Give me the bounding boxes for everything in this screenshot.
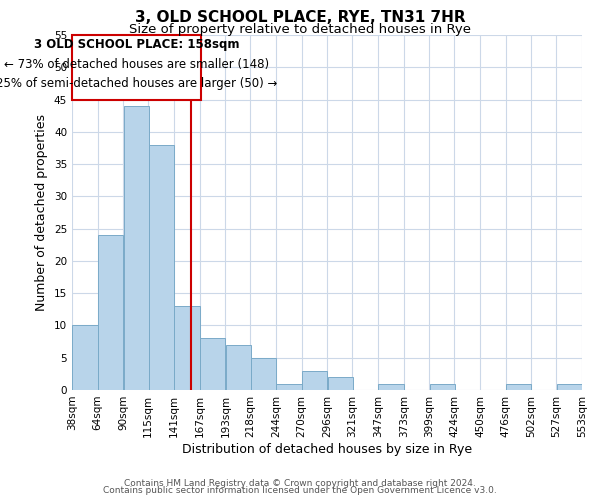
Text: Size of property relative to detached houses in Rye: Size of property relative to detached ho…	[129, 22, 471, 36]
Text: 25% of semi-detached houses are larger (50) →: 25% of semi-detached houses are larger (…	[0, 77, 277, 90]
Bar	[200, 338, 225, 390]
Bar	[302, 370, 327, 390]
Bar	[557, 384, 582, 390]
Bar	[430, 384, 455, 390]
Bar	[72, 326, 97, 390]
Bar	[378, 384, 404, 390]
Text: Contains HM Land Registry data © Crown copyright and database right 2024.: Contains HM Land Registry data © Crown c…	[124, 478, 476, 488]
Bar	[276, 384, 302, 390]
Text: 3 OLD SCHOOL PLACE: 158sqm: 3 OLD SCHOOL PLACE: 158sqm	[34, 38, 239, 51]
Bar	[98, 235, 123, 390]
Bar	[72, 35, 201, 100]
Bar	[174, 306, 200, 390]
Y-axis label: Number of detached properties: Number of detached properties	[35, 114, 49, 311]
X-axis label: Distribution of detached houses by size in Rye: Distribution of detached houses by size …	[182, 442, 472, 456]
Bar	[506, 384, 531, 390]
Text: 3, OLD SCHOOL PLACE, RYE, TN31 7HR: 3, OLD SCHOOL PLACE, RYE, TN31 7HR	[134, 10, 466, 25]
Bar	[149, 144, 174, 390]
Text: ← 73% of detached houses are smaller (148): ← 73% of detached houses are smaller (14…	[4, 58, 269, 70]
Bar	[124, 106, 149, 390]
Text: Contains public sector information licensed under the Open Government Licence v3: Contains public sector information licen…	[103, 486, 497, 495]
Bar	[226, 345, 251, 390]
Bar	[251, 358, 276, 390]
Bar	[328, 377, 353, 390]
